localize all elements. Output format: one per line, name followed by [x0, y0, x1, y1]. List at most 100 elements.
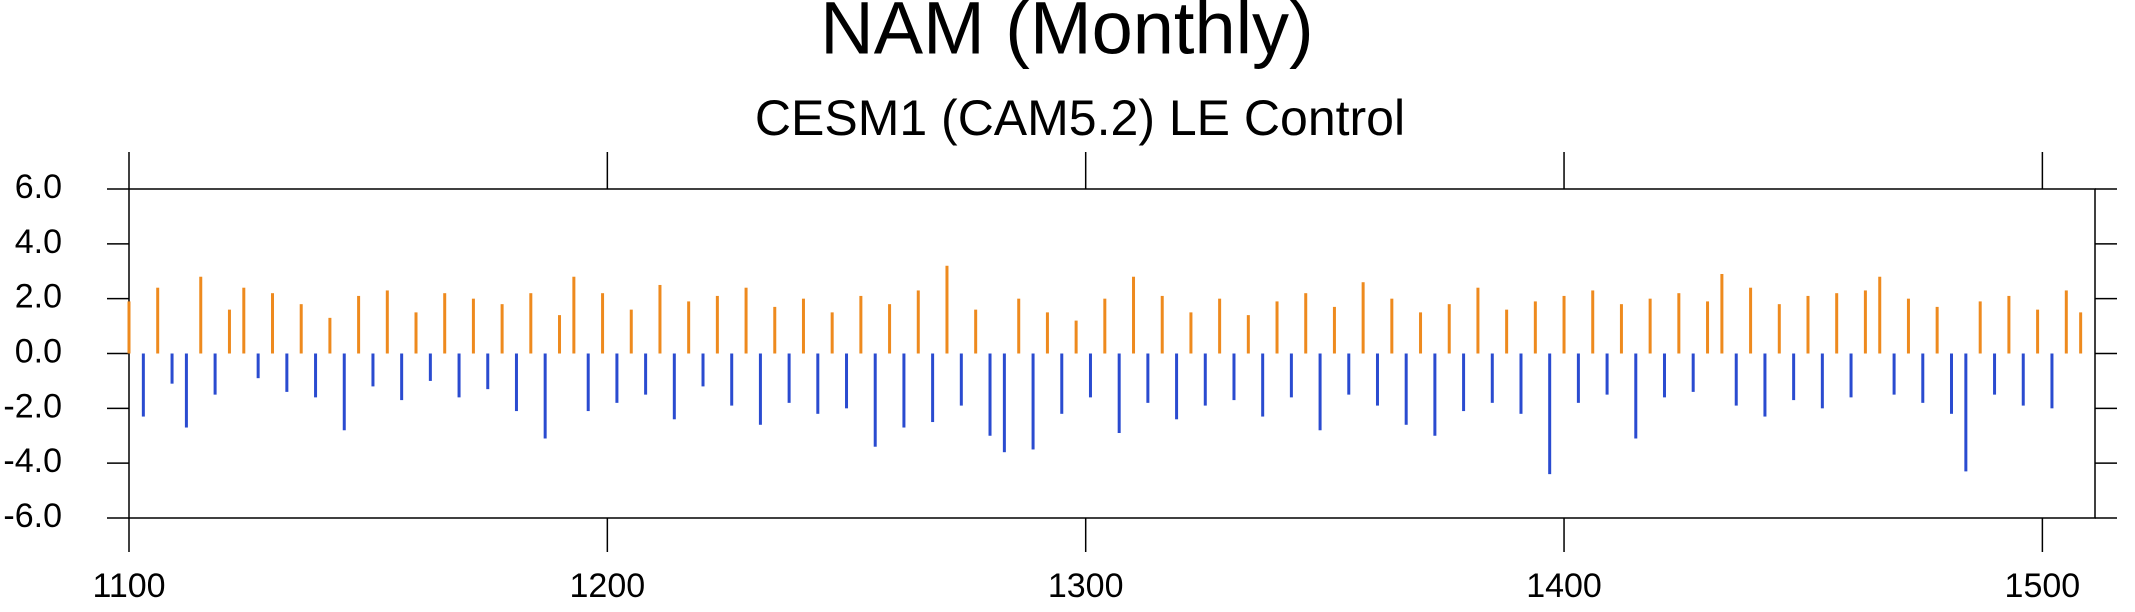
bar	[227, 309, 231, 354]
bar	[1849, 353, 1853, 398]
bar	[342, 353, 346, 431]
bar	[1763, 353, 1767, 417]
bar	[1347, 353, 1351, 395]
bar	[1289, 353, 1293, 398]
bar	[1375, 353, 1379, 406]
bar	[1175, 353, 1179, 420]
bar	[773, 306, 777, 354]
bar	[213, 353, 217, 395]
chart-subtitle: CESM1 (CAM5.2) LE Control	[755, 90, 1405, 146]
bar	[141, 353, 145, 417]
bar	[1232, 353, 1236, 401]
y-tick-label: -6.0	[3, 497, 62, 535]
bar	[1662, 353, 1666, 398]
bar	[1591, 290, 1595, 354]
bar	[931, 353, 935, 423]
bar	[2007, 295, 2011, 354]
bar	[1361, 282, 1365, 354]
bar	[1146, 353, 1150, 403]
plot-frame	[128, 188, 2096, 519]
bar	[658, 284, 662, 354]
bar	[873, 353, 877, 447]
bar	[156, 287, 160, 354]
bar	[1978, 301, 1982, 354]
bar	[1949, 353, 1953, 414]
bar	[715, 295, 719, 354]
bar	[1275, 301, 1279, 354]
y-tick-label: 6.0	[15, 168, 62, 206]
bar	[400, 353, 404, 401]
x-tick-label: 1200	[570, 567, 646, 605]
bar	[1519, 353, 1523, 414]
bar	[443, 293, 447, 354]
bar	[1117, 353, 1121, 434]
bar	[902, 353, 906, 428]
bar	[328, 317, 332, 354]
bar	[1160, 295, 1164, 354]
bar	[744, 287, 748, 354]
bar	[1490, 353, 1494, 403]
bar	[1419, 312, 1423, 354]
bar	[644, 353, 648, 395]
bar	[500, 304, 504, 354]
bar	[299, 304, 303, 354]
bar	[1935, 306, 1939, 354]
bar	[1749, 287, 1753, 354]
bar	[758, 353, 762, 425]
bar	[529, 293, 533, 354]
bar	[1017, 298, 1021, 354]
bar	[1548, 353, 1552, 475]
bar	[428, 353, 432, 381]
bar	[1720, 273, 1724, 354]
bar	[1734, 353, 1738, 406]
bar	[2021, 353, 2025, 406]
bar	[1677, 293, 1681, 354]
bar	[1505, 309, 1509, 354]
bar	[1792, 353, 1796, 401]
bar	[801, 298, 805, 354]
bar	[2064, 290, 2068, 354]
bar	[629, 309, 633, 354]
bar	[2036, 309, 2040, 354]
bar	[1878, 276, 1882, 354]
bar	[1906, 298, 1910, 354]
bar	[687, 301, 691, 354]
bar	[1045, 312, 1049, 354]
bar	[701, 353, 705, 387]
chart-title: NAM (Monthly)	[820, 0, 1313, 70]
bar	[127, 301, 131, 354]
bar	[357, 295, 361, 354]
bar	[471, 298, 475, 354]
bar	[1648, 298, 1652, 354]
bar	[1462, 353, 1466, 412]
bar	[1332, 306, 1336, 354]
bar	[1031, 353, 1035, 450]
bar	[672, 353, 676, 420]
bar	[988, 353, 992, 436]
bar	[1433, 353, 1437, 436]
x-tick-label: 1500	[2005, 567, 2081, 605]
x-tick-label: 1100	[92, 567, 165, 605]
bar	[1476, 287, 1480, 354]
bar	[2050, 353, 2054, 409]
bar	[615, 353, 619, 403]
bar	[1074, 320, 1078, 354]
bar	[1964, 353, 1968, 472]
bar	[1218, 298, 1222, 354]
bar	[371, 353, 375, 387]
bar	[1203, 353, 1207, 406]
bar	[285, 353, 289, 392]
bar	[2079, 312, 2083, 354]
bar	[1390, 298, 1394, 354]
x-tick-label: 1400	[1526, 567, 1602, 605]
bar	[945, 265, 949, 354]
bar	[314, 353, 318, 398]
bar	[1246, 315, 1250, 354]
bar	[1634, 353, 1638, 439]
bar	[1892, 353, 1896, 395]
y-tick-label: -2.0	[3, 387, 62, 425]
bar	[586, 353, 590, 412]
bar	[1835, 293, 1839, 354]
bar	[199, 276, 203, 354]
